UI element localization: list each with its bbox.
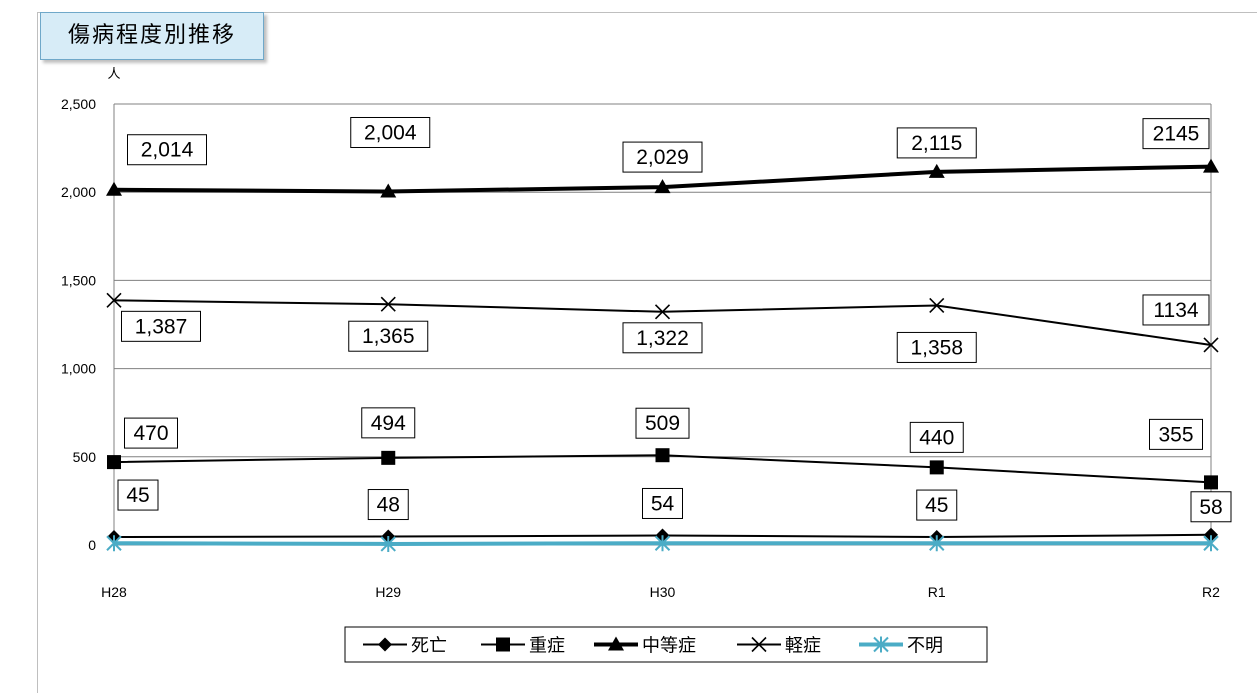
data-point: [1203, 535, 1219, 552]
data-label-box: [348, 320, 429, 352]
data-point: [381, 450, 396, 465]
data-point: [654, 535, 671, 552]
data-point: [1203, 337, 1219, 353]
data-label-box: [622, 322, 703, 354]
data-point: [928, 163, 945, 178]
data-label: 2,029: [636, 146, 689, 169]
y-tick-label: 2,500: [61, 96, 96, 112]
data-point: [107, 455, 121, 470]
data-point: [929, 535, 945, 552]
data-label: 1,358: [910, 336, 963, 359]
data-label: 2,115: [911, 132, 962, 155]
x-tick-label: H30: [650, 584, 676, 600]
y-tick-label: 1,500: [61, 272, 96, 288]
data-label-box: [1142, 294, 1210, 326]
legend-marker: [496, 637, 510, 652]
line-chart: 0 500 1,000 1,500 2,000 2,500 人 H28 H29 H30 R1 R2 45…: [61, 66, 1232, 663]
data-label: 494: [371, 412, 406, 435]
data-point: [929, 297, 945, 314]
legend-marker: [608, 636, 624, 651]
data-label: 2,014: [141, 139, 194, 162]
data-point: [654, 304, 671, 320]
data-label: 1,365: [362, 325, 415, 348]
data-label-box: [1190, 491, 1232, 523]
data-label-box: [622, 141, 703, 173]
legend-marker: [751, 636, 767, 653]
data-label-box: [896, 127, 977, 159]
legend-label: 重症: [529, 636, 565, 656]
data-label-box: [350, 116, 431, 148]
y-tick-label: 1,000: [61, 361, 96, 377]
legend-label: 不明: [907, 636, 943, 656]
data-label-box: [1142, 118, 1210, 150]
data-label-box: [896, 331, 977, 363]
y-tick-label: 2,000: [61, 184, 96, 200]
legend-label: 軽症: [785, 636, 821, 656]
data-label-box: [916, 489, 958, 521]
data-label: 45: [925, 494, 948, 517]
data-label: 45: [126, 484, 149, 507]
legend-marker: [873, 636, 889, 653]
data-label: 440: [919, 426, 954, 449]
chart-title: 傷病程度別推移: [67, 23, 236, 48]
data-label: 1,322: [636, 327, 689, 350]
data-point: [654, 179, 671, 194]
data-label-box: [642, 487, 683, 519]
x-tick-label: R2: [1202, 584, 1220, 600]
legend-marker: [378, 637, 392, 652]
data-label: 1134: [1153, 299, 1198, 322]
data-label: 355: [1158, 423, 1193, 446]
y-tick-label: 0: [88, 537, 96, 553]
data-label: 48: [377, 494, 400, 517]
data-label-box: [367, 489, 409, 521]
legend-label: 中等症: [642, 636, 696, 656]
data-label-box: [124, 417, 178, 449]
data-label-box: [121, 310, 201, 342]
data-point: [106, 292, 122, 308]
data-point: [1203, 158, 1219, 173]
data-label: 1,387: [135, 315, 188, 338]
y-unit-label: 人: [107, 66, 120, 81]
data-point: [380, 535, 396, 552]
data-point: [929, 460, 944, 475]
data-label: 58: [1199, 496, 1222, 519]
data-label-box: [127, 134, 207, 166]
data-label: 54: [651, 492, 675, 515]
data-label-box: [909, 421, 964, 453]
x-tick-label: R1: [928, 584, 946, 600]
data-label: 470: [133, 422, 168, 445]
data-label: 2145: [1153, 123, 1200, 146]
legend-label: 死亡: [411, 636, 447, 656]
data-label-box: [361, 407, 416, 439]
data-label-box: [635, 407, 690, 439]
x-tick-label: H28: [101, 584, 127, 600]
data-label-box: [117, 479, 159, 511]
data-point: [1204, 527, 1218, 542]
data-point: [106, 535, 122, 552]
x-tick-label: H29: [375, 584, 401, 600]
data-point: [380, 183, 397, 198]
data-point: [655, 448, 670, 463]
data-point: [106, 181, 122, 196]
chart-title-box: 傷病程度別推移: [40, 12, 264, 60]
data-point: [380, 296, 396, 312]
data-point: [1204, 475, 1218, 490]
data-label: 509: [645, 412, 680, 435]
data-label-box: [1149, 418, 1203, 450]
chart-frame: [37, 12, 1257, 693]
data-label: 2,004: [364, 121, 417, 144]
y-tick-label: 500: [73, 449, 97, 465]
